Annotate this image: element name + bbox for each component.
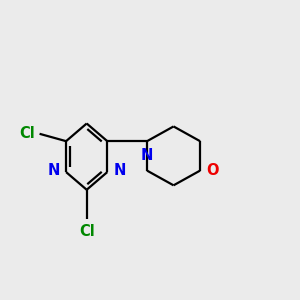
Text: N: N bbox=[114, 163, 126, 178]
Text: N: N bbox=[47, 163, 60, 178]
Text: O: O bbox=[206, 163, 219, 178]
Text: Cl: Cl bbox=[20, 126, 35, 141]
Text: Cl: Cl bbox=[79, 224, 94, 239]
Text: N: N bbox=[141, 148, 153, 163]
